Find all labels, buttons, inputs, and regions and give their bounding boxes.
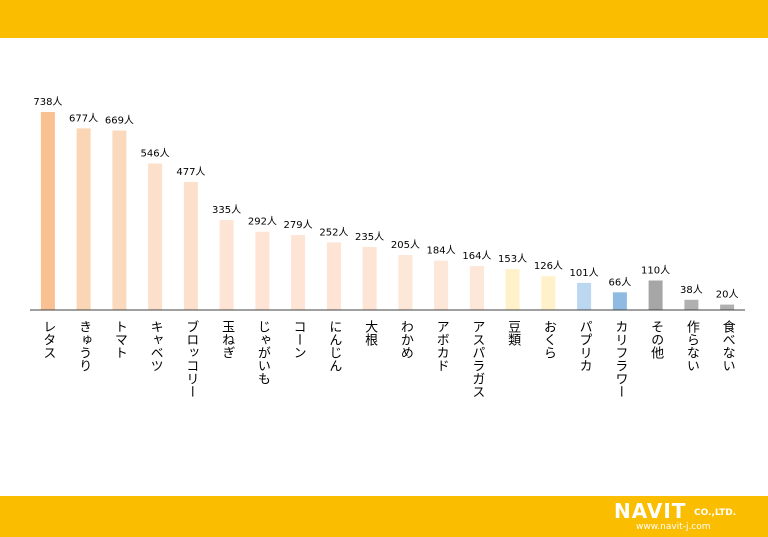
data-label-18: 38人 [680, 284, 703, 296]
data-label-11: 184人 [427, 245, 456, 257]
bar-2 [112, 130, 127, 310]
category-label-13: 豆類 [505, 320, 521, 346]
category-label-4: ブロッコリー [183, 319, 198, 398]
bar-15 [577, 282, 592, 310]
bar-8 [326, 242, 341, 310]
category-label-18: 作らない [684, 320, 700, 372]
data-label-14: 126人 [534, 260, 563, 272]
logo-name: NAVIT [614, 499, 687, 523]
category-label-16: カリフラワー [612, 320, 627, 398]
data-label-16: 66人 [609, 276, 632, 288]
category-label-3: キャベツ [148, 320, 164, 372]
bar-19 [720, 304, 735, 310]
data-label-6: 292人 [248, 216, 277, 228]
data-label-15: 101人 [570, 267, 599, 279]
data-labels-group: 738人 677人 669人 546人 477人 335人 292人 279人 252人 235人… [33, 96, 738, 301]
bar-6 [255, 231, 270, 310]
category-label-17: その他 [648, 320, 664, 360]
bar-4 [183, 182, 198, 310]
category-label-19: 食べない [720, 319, 736, 372]
bar-3 [148, 163, 163, 310]
data-label-2: 669人 [105, 115, 134, 127]
bar-16 [612, 292, 627, 310]
bar-7 [291, 235, 306, 310]
bar-12 [469, 266, 484, 310]
bar-1 [76, 128, 91, 310]
category-label-11: アボカド [434, 320, 449, 372]
bottom-band [0, 496, 768, 537]
bar-11 [434, 260, 449, 310]
bars-group [40, 112, 735, 310]
top-band [0, 0, 768, 38]
bar-14 [541, 276, 556, 310]
data-label-7: 279人 [284, 219, 313, 231]
bar-9 [362, 247, 377, 310]
data-label-4: 477人 [176, 166, 205, 178]
bar-18 [684, 299, 699, 310]
data-label-5: 335人 [212, 204, 241, 216]
data-label-13: 153人 [498, 253, 527, 265]
logo-url: www.navit-j.com [636, 522, 711, 532]
category-label-7: コーン [291, 320, 306, 359]
category-label-6: じゃがいも [255, 320, 271, 385]
category-label-14: おくら [541, 320, 556, 359]
bar-13 [505, 269, 520, 310]
bar-10 [398, 255, 413, 310]
data-label-3: 546人 [141, 148, 170, 160]
category-labels-group: レタス きゅうり トマト キャベツ ブロッコリー 玉ねぎ じゃがいも コーン にんじん 大根 わかめ… [40, 319, 735, 398]
data-label-12: 164人 [462, 250, 491, 262]
category-label-8: にんじん [326, 320, 341, 372]
category-label-5: 玉ねぎ [219, 320, 235, 359]
data-label-17: 110人 [641, 265, 670, 277]
data-label-8: 252人 [319, 226, 348, 238]
category-label-12: アスパラガス [469, 320, 485, 398]
navit-logo: NAVIT CO.,LTD. www.navit-j.com [614, 500, 754, 534]
bar-5 [219, 220, 234, 310]
data-label-1: 677人 [69, 112, 98, 124]
data-label-9: 235人 [355, 231, 384, 243]
category-label-10: わかめ [398, 320, 414, 359]
logo-suffix: CO.,LTD. [694, 508, 737, 518]
bar-chart: 738人 677人 669人 546人 477人 335人 292人 279人 252人 235人… [30, 96, 745, 398]
bar-17 [648, 280, 663, 310]
data-label-10: 205人 [391, 239, 420, 251]
category-label-2: トマト [112, 320, 127, 359]
data-label-0: 738人 [33, 96, 62, 108]
category-label-1: きゅうり [76, 320, 91, 372]
bar-0 [40, 112, 55, 310]
data-label-19: 20人 [716, 289, 739, 301]
category-label-15: パプリカ [577, 320, 593, 372]
category-label-9: 大根 [362, 320, 378, 346]
category-label-0: レタス [40, 320, 55, 359]
